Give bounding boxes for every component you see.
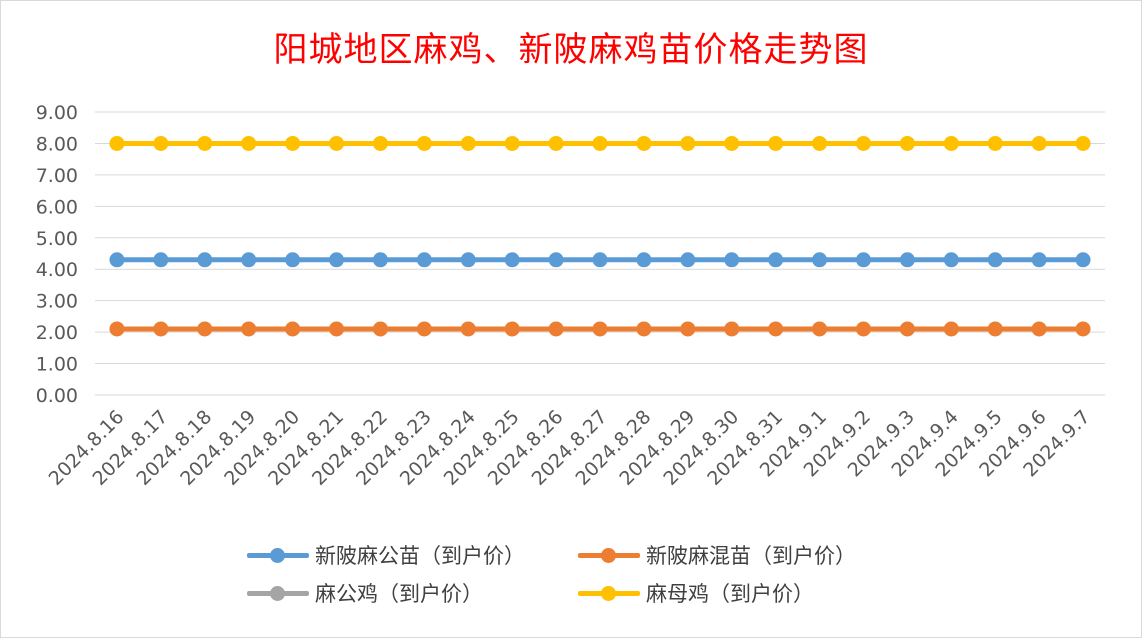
data-point [636,321,652,337]
data-point [285,135,301,151]
y-tick-label: 4.00 [36,259,78,281]
data-point [943,252,959,268]
data-point [1075,252,1091,268]
data-point [416,252,432,268]
y-tick-label: 9.00 [36,102,78,124]
data-point [285,321,301,337]
data-point [372,321,388,337]
data-point [636,135,652,151]
data-point [548,252,564,268]
data-point [899,321,915,337]
data-point [724,252,740,268]
data-point [241,135,257,151]
data-point [372,252,388,268]
data-point [460,135,476,151]
data-point [241,321,257,337]
data-point [460,321,476,337]
data-point [329,135,345,151]
data-point [329,252,345,268]
data-point [416,135,432,151]
y-tick-label: 8.00 [36,133,78,155]
data-point [241,252,257,268]
data-point [1075,135,1091,151]
y-tick-label: 6.00 [36,196,78,218]
data-point [768,252,784,268]
data-point [109,252,125,268]
data-point [548,135,564,151]
data-point [855,252,871,268]
y-tick-label: 7.00 [36,165,78,187]
data-point [329,321,345,337]
data-point [987,135,1003,151]
chart-title: 阳城地区麻鸡、新陂麻鸡苗价格走势图 [273,30,869,70]
data-point [372,135,388,151]
data-point [899,135,915,151]
data-point [680,321,696,337]
data-point [592,135,608,151]
data-point [197,321,213,337]
data-point [592,252,608,268]
data-point [768,135,784,151]
y-tick-label: 2.00 [36,322,78,344]
data-point [812,135,828,151]
data-point [987,321,1003,337]
data-point [548,321,564,337]
data-point [1075,321,1091,337]
y-tick-label: 5.00 [36,228,78,250]
data-point [153,321,169,337]
data-point [724,135,740,151]
y-tick-label: 0.00 [36,385,78,407]
data-point [197,252,213,268]
data-point [592,321,608,337]
data-point [724,321,740,337]
data-point [153,135,169,151]
data-point [855,321,871,337]
data-point [943,135,959,151]
data-point [197,135,213,151]
data-point [812,321,828,337]
data-point [812,252,828,268]
data-point [285,252,301,268]
data-point [768,321,784,337]
data-point [1031,321,1047,337]
data-point [943,321,959,337]
data-point [153,252,169,268]
y-tick-label: 3.00 [36,291,78,313]
data-point [636,252,652,268]
data-point [899,252,915,268]
y-tick-label: 1.00 [36,354,78,376]
data-point [504,252,520,268]
data-point [504,135,520,151]
data-point [1031,135,1047,151]
data-point [504,321,520,337]
data-point [1031,252,1047,268]
data-point [680,135,696,151]
data-point [109,135,125,151]
data-point [109,321,125,337]
data-point [460,252,476,268]
data-point [680,252,696,268]
data-point [855,135,871,151]
data-point [416,321,432,337]
data-point [987,252,1003,268]
